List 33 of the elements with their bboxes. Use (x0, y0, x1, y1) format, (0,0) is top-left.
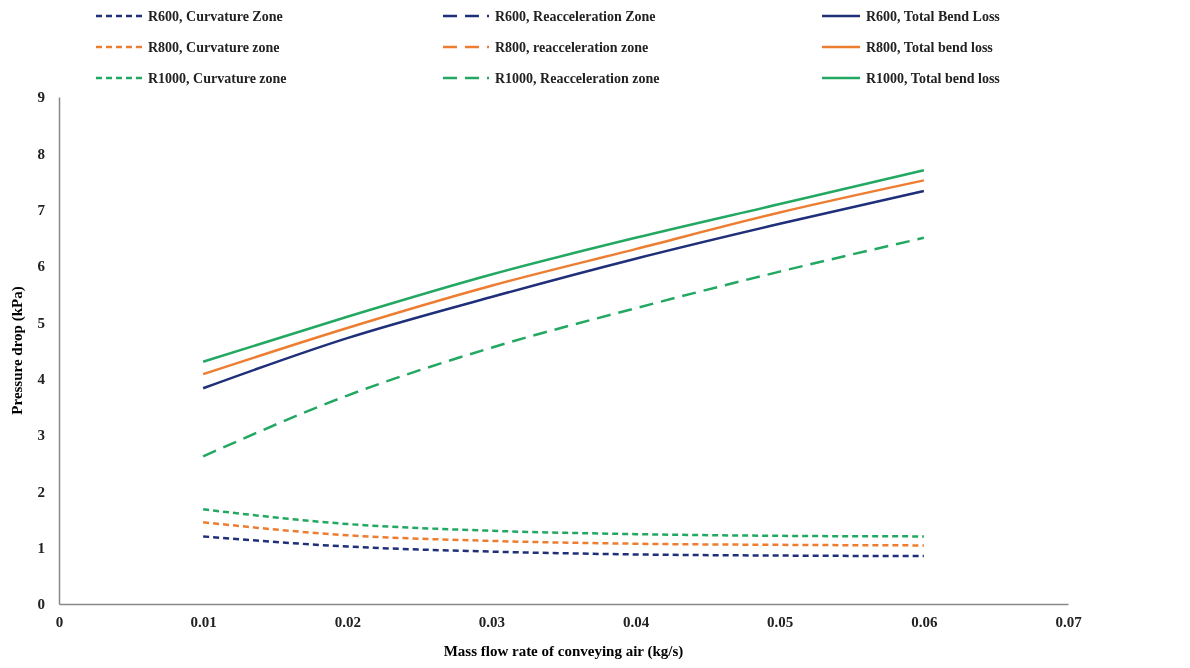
line-series (201, 535, 926, 558)
line-series (201, 521, 926, 547)
x-axis-title: Mass flow rate of conveying air (kg/s) (443, 643, 684, 660)
y-axis-title: Pressure drop (kPa) (9, 286, 26, 415)
legend-label: R600, Total Bend Loss (866, 9, 1001, 24)
legend-label: R600, Curvature Zone (148, 9, 283, 24)
y-tick-label: 4 (37, 370, 46, 387)
x-tick-label: 0.02 (334, 613, 361, 630)
line-series (201, 236, 926, 458)
x-tick-label: 0 (55, 613, 64, 630)
x-tick-label: 0.06 (911, 613, 938, 630)
x-tick-label: 0.04 (622, 613, 650, 630)
y-tick-label: 2 (37, 483, 45, 500)
legend-label: R600, Reacceleration Zone (495, 9, 656, 24)
x-tick-label: 0.03 (478, 613, 506, 630)
legend-label: R800, reacceleration zone (495, 40, 649, 55)
x-tick-label: 0.07 (1055, 613, 1083, 630)
y-tick-label: 5 (37, 314, 45, 331)
line-series (201, 508, 926, 538)
y-tick-label: 8 (37, 145, 45, 162)
legend-label: R1000, Curvature zone (148, 71, 287, 86)
legend-label: R800, Curvature zone (148, 40, 280, 55)
x-tick-label: 0.01 (190, 613, 217, 630)
legend-label: R1000, Reacceleration zone (495, 71, 660, 86)
y-tick-label: 9 (37, 89, 45, 106)
y-tick-label: 6 (37, 258, 46, 275)
y-tick-label: 0 (37, 596, 45, 613)
legend-label: R1000, Total bend loss (866, 71, 1001, 86)
x-tick-label: 0.05 (767, 613, 794, 630)
y-tick-label: 3 (37, 427, 45, 444)
y-tick-label: 1 (37, 539, 45, 556)
legend-label: R800, Total bend loss (866, 40, 994, 55)
y-tick-label: 7 (37, 201, 46, 218)
